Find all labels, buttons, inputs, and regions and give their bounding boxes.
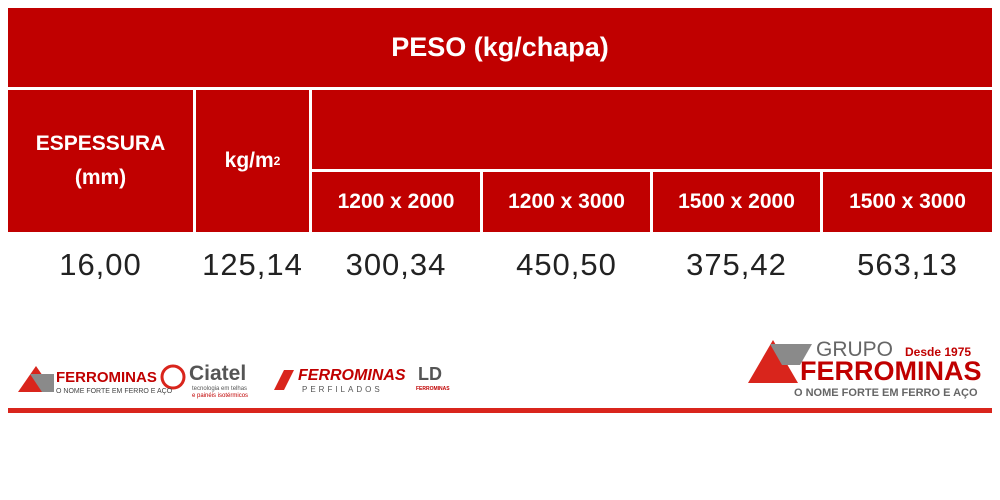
- cell: 375,42: [686, 247, 787, 282]
- cell: 16,00: [59, 247, 142, 282]
- header-text: ESPESSURA: [35, 132, 166, 155]
- size-header: 1500 x 2000: [653, 172, 820, 232]
- brand-since: Desde 1975: [905, 345, 972, 359]
- size-header: 1200 x 2000: [312, 172, 480, 232]
- superscript: 2: [273, 154, 281, 168]
- logo-name: FERROMINAS: [56, 369, 157, 386]
- brand-group: GRUPO: [816, 338, 894, 361]
- header-text: kg/m: [224, 149, 274, 172]
- cell: 450,50: [516, 247, 617, 282]
- size-header: 1200 x 3000: [483, 172, 650, 232]
- cell: 300,34: [345, 247, 447, 282]
- brand-name: FERROMINAS: [800, 356, 982, 386]
- logo-tagline: PERFILADOS: [302, 385, 383, 394]
- logo-name: Ciatel: [189, 362, 247, 385]
- logo-tagline: FERROMINAS: [416, 386, 450, 392]
- logo-name: FERROMINAS: [298, 367, 406, 384]
- divider: [8, 408, 992, 413]
- brand-tagline: O NOME FORTE EM FERRO E AÇO: [794, 387, 978, 399]
- logo-name: LD: [418, 364, 442, 384]
- brand-triangle: [748, 340, 798, 383]
- logo-tagline: tecnologia em telhas: [192, 386, 248, 392]
- size-header: 1500 x 3000: [823, 172, 992, 232]
- area-header: kg/m 2: [196, 90, 309, 232]
- header-unit: (mm): [74, 166, 127, 189]
- thickness-header: ESPESSURA (mm): [8, 90, 193, 232]
- blank-header: [312, 90, 992, 169]
- logo-tagline: O NOME FORTE EM FERRO E AÇO: [56, 388, 173, 395]
- logo-triangle: [30, 374, 54, 392]
- brand-triangle: [770, 344, 812, 365]
- logo-ring: [160, 364, 186, 390]
- logo-mark: [274, 370, 294, 390]
- table-title: PESO (kg/chapa): [8, 8, 992, 87]
- cell: 125,14: [202, 247, 303, 282]
- cell: 563,13: [857, 247, 958, 282]
- logo-tagline: e painéis isotérmicos: [192, 393, 249, 399]
